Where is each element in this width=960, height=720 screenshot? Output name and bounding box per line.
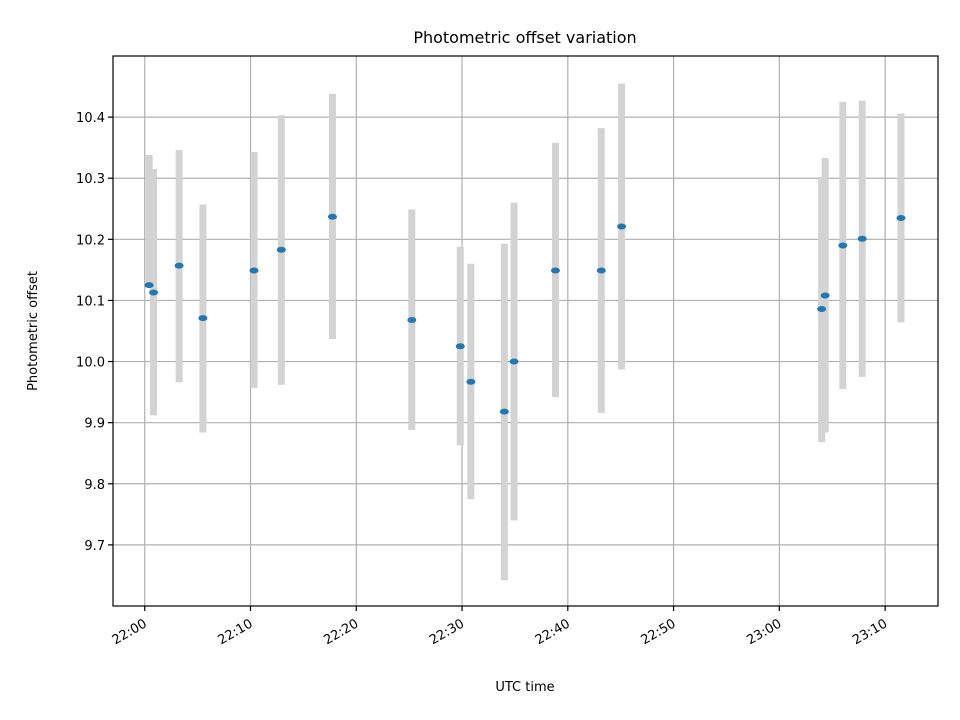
y-tick-label: 9.9: [84, 417, 105, 432]
data-point: [617, 223, 627, 230]
x-axis-label: UTC time: [495, 680, 554, 695]
data-point: [327, 213, 337, 220]
x-tick-label: 23:00: [744, 616, 784, 648]
x-tick-label: 23:10: [850, 616, 890, 648]
y-tick-label: 10.0: [76, 356, 105, 371]
data-point: [174, 262, 184, 269]
data-point: [896, 214, 906, 221]
data-point: [466, 378, 476, 385]
x-tick-label: 22:00: [110, 616, 150, 648]
data-point: [817, 306, 827, 312]
y-tick-label: 10.3: [76, 172, 105, 187]
y-axis-label: Photometric offset: [26, 271, 41, 391]
data-point: [455, 343, 465, 350]
point-layer: [144, 213, 906, 415]
data-point: [596, 267, 606, 274]
x-tick-label: 22:50: [639, 616, 679, 648]
data-point: [149, 289, 159, 296]
data-point: [509, 358, 519, 365]
error-bar: [145, 155, 153, 286]
y-tick-label: 10.1: [76, 294, 105, 309]
chart-title: Photometric offset variation: [413, 28, 636, 47]
data-point: [857, 235, 867, 242]
x-tick-label: 22:40: [533, 616, 573, 648]
grid-layer: [113, 56, 938, 606]
data-point: [407, 317, 417, 323]
y-tick-label: 10.2: [76, 233, 105, 248]
plot-frame: [112, 55, 939, 607]
data-point: [499, 408, 509, 415]
x-tick-label: 22:30: [427, 616, 467, 648]
data-point: [550, 267, 560, 274]
y-tick-label: 9.7: [84, 539, 105, 554]
y-tick-label: 10.4: [76, 111, 105, 126]
x-tick-label: 22:10: [216, 616, 256, 648]
tick-layer: 22:00 22:10 22:20 22:30 22:40 22:50 23:00 23:10…: [76, 111, 890, 648]
data-point: [276, 246, 286, 253]
data-point: [198, 315, 208, 322]
data-point: [249, 267, 259, 274]
data-point: [820, 292, 830, 299]
x-tick-label: 22:20: [321, 616, 361, 648]
data-point: [838, 242, 848, 249]
y-tick-label: 9.8: [84, 478, 105, 493]
errorbar-layer: [145, 83, 905, 581]
data-point: [144, 282, 154, 289]
